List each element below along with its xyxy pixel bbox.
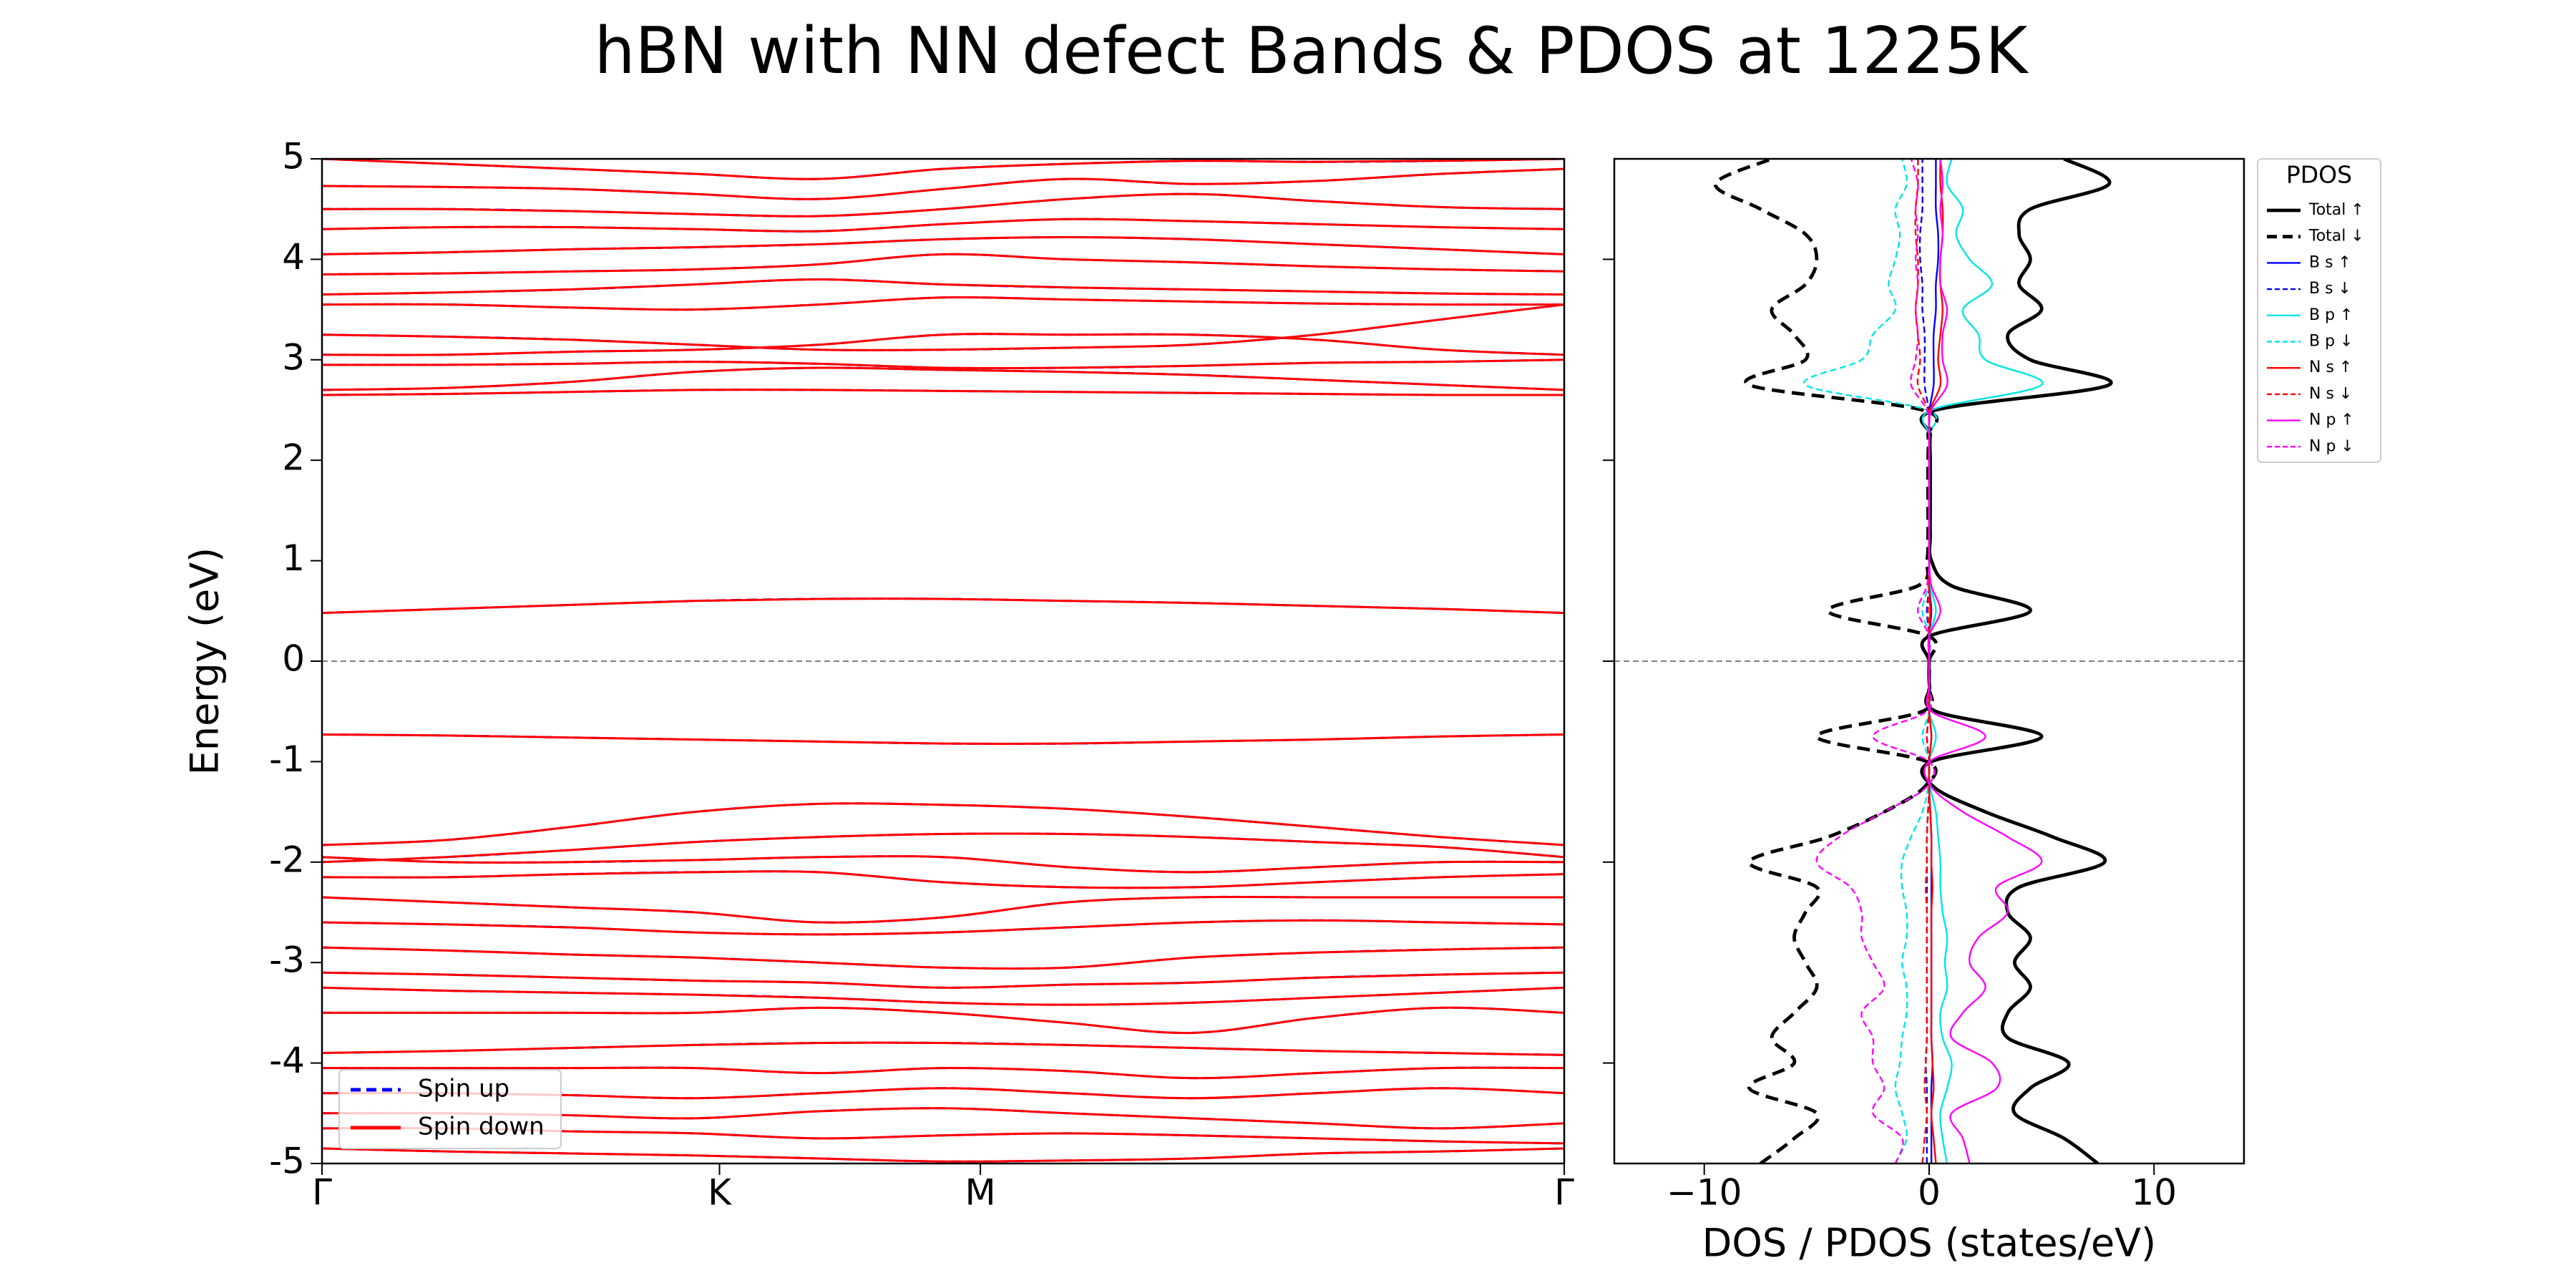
legend-label: B p ↑ [2309, 306, 2353, 324]
y-tick-label: -2 [269, 839, 305, 880]
y-tick-label: -1 [269, 738, 305, 780]
band-line [322, 333, 1564, 356]
legend-label: N p ↓ [2309, 437, 2354, 455]
dos-curve [1923, 159, 2043, 1163]
legend-label: Spin down [418, 1113, 545, 1141]
band-line [322, 1041, 1564, 1056]
y-tick-label: 0 [282, 638, 305, 680]
dos-curve [1802, 159, 1938, 1163]
y-tick-label: 5 [282, 136, 305, 177]
dos-curve [1815, 159, 1936, 1163]
band-line [322, 167, 1564, 200]
band-line [322, 389, 1564, 396]
band-line [322, 1006, 1564, 1035]
legend-label: Total ↓ [2308, 228, 2364, 245]
band-line [322, 296, 1564, 311]
x-tick-label: 0 [1918, 1172, 1941, 1214]
legend-label: B s ↓ [2309, 280, 2351, 298]
band-line [322, 832, 1564, 864]
band-line [322, 1147, 1564, 1163]
band-line [322, 192, 1564, 218]
band-line [322, 159, 1564, 180]
figure-title: hBN with NN defect Bands & PDOS at 1225K [594, 14, 2029, 89]
x-tick-label: 10 [2131, 1172, 2177, 1214]
band-line [322, 855, 1564, 874]
legend-label: B s ↑ [2309, 253, 2351, 271]
y-tick-label: -3 [269, 940, 305, 981]
band-line [322, 236, 1564, 255]
x-tick-label: Γ [1554, 1172, 1574, 1214]
band-line [322, 919, 1564, 936]
band-line [322, 218, 1564, 233]
band-line [322, 597, 1564, 615]
y-axis-label: Energy (eV) [182, 547, 228, 776]
legend-label: N s ↓ [2309, 385, 2352, 403]
x-axis-label: DOS / PDOS (states/eV) [1702, 1221, 2156, 1266]
x-tick-label: K [708, 1172, 732, 1214]
dos-curve [1714, 159, 1939, 1163]
band-line [322, 1066, 1564, 1080]
band-line [322, 946, 1564, 970]
legend-box [2257, 158, 2381, 463]
x-tick-label: Γ [312, 1172, 332, 1214]
legend-label: Total ↑ [2308, 201, 2364, 219]
y-tick-label: 3 [282, 336, 305, 378]
legend-title: PDOS [2286, 161, 2352, 189]
x-tick-label: M [965, 1172, 996, 1214]
band-line [322, 366, 1564, 391]
band-line [322, 802, 1564, 847]
legend-label: B p ↓ [2309, 333, 2353, 351]
legend-label: N p ↑ [2309, 411, 2354, 429]
band-line [322, 278, 1564, 296]
y-tick-label: -5 [269, 1141, 305, 1182]
y-tick-label: 2 [282, 437, 305, 479]
band-line [322, 895, 1564, 924]
band-line [322, 253, 1564, 275]
band-line [322, 358, 1564, 370]
y-tick-label: 1 [282, 537, 305, 579]
band-line [322, 870, 1564, 889]
legend-label: N s ↑ [2309, 358, 2352, 376]
x-tick-label: −10 [1667, 1172, 1742, 1214]
y-tick-label: -4 [269, 1040, 305, 1081]
y-tick-label: 4 [282, 236, 305, 278]
band-line [322, 971, 1564, 989]
band-line [322, 733, 1564, 745]
band-line [322, 303, 1564, 351]
legend-label: Spin up [418, 1075, 509, 1103]
plot-area [1614, 159, 2244, 1163]
band-line [322, 986, 1564, 1006]
